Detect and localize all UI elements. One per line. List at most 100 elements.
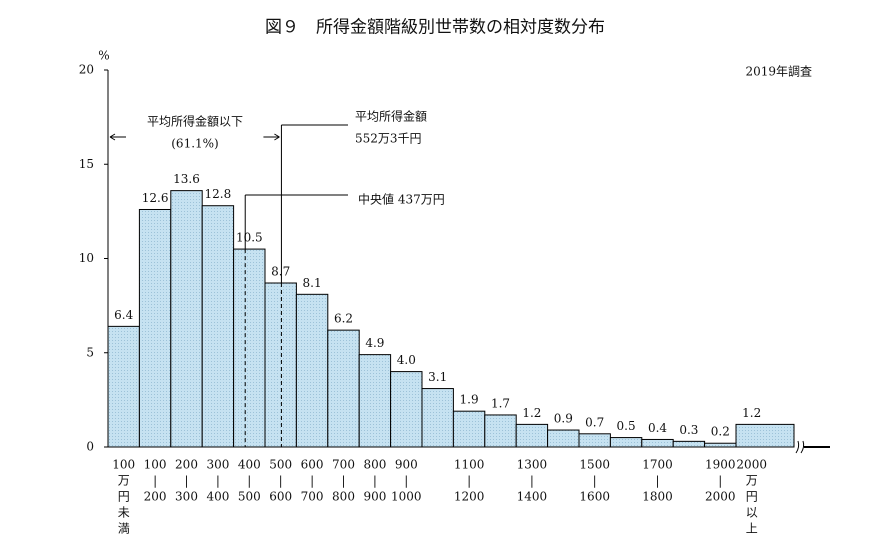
x-tick-label: 500 [238, 490, 261, 504]
x-tick-label: 1400 [517, 490, 548, 504]
annotation: (61.1%) [171, 137, 218, 151]
chart-title: 図９ 所得金額階級別世帯数の相対度数分布 [265, 18, 605, 38]
x-tick-label: 900 [395, 458, 418, 472]
bar [484, 414, 517, 448]
x-tick-label: 200 [144, 490, 167, 504]
value-label: 0.2 [711, 425, 730, 439]
bar [578, 433, 611, 448]
x-tick-label: | [216, 474, 220, 488]
bar [672, 440, 706, 448]
bar [138, 208, 172, 448]
value-label: 4.0 [397, 353, 416, 367]
x-tick-label: 円 [746, 490, 758, 504]
value-label: 8.7 [271, 265, 290, 279]
x-tick-label: 200 [175, 458, 198, 472]
x-tick-label: 500 [269, 458, 292, 472]
annotation: 平均所得金額以下 [147, 114, 243, 129]
y-tick-label: 15 [79, 157, 94, 171]
annotation: 552万3千円 [355, 132, 422, 146]
x-tick-label: | [593, 474, 597, 488]
x-tick-label: | [373, 474, 377, 488]
x-tick-label: 上 [746, 522, 758, 536]
value-label: 12.6 [142, 191, 169, 205]
annotation: 平均所得金額 [355, 109, 427, 124]
x-tick-label: 900 [363, 490, 386, 504]
bar [609, 437, 643, 448]
x-tick-label: | [467, 474, 471, 488]
value-label: 12.8 [205, 187, 232, 201]
value-label: 6.4 [114, 308, 133, 322]
value-label: 1.2 [522, 406, 541, 420]
bar [170, 190, 203, 448]
x-tick-label: 1700 [642, 458, 673, 472]
x-tick-label: | [655, 474, 659, 488]
x-tick-label: 100 [112, 458, 135, 472]
value-label: 1.7 [491, 396, 510, 410]
value-label: 0.3 [679, 423, 698, 437]
value-label: 0.9 [554, 412, 573, 426]
x-tick-label: 600 [269, 490, 292, 504]
x-tick-label: 万 [118, 474, 130, 488]
x-tick-label: 300 [206, 458, 229, 472]
bar [704, 442, 737, 448]
bar [201, 205, 235, 448]
x-tick-label: 1100 [454, 458, 485, 472]
y-tick-label: 10 [79, 251, 94, 265]
x-tick-label: | [718, 474, 722, 488]
x-tick-label: 1800 [642, 490, 673, 504]
x-tick-label: | [341, 474, 345, 488]
x-tick-label: 1000 [391, 490, 422, 504]
bar [735, 423, 795, 448]
x-tick-label: 100 [144, 458, 167, 472]
value-label: 1.9 [460, 393, 479, 407]
x-tick-label: 1900 [705, 458, 736, 472]
x-tick-label: 800 [332, 490, 355, 504]
y-tick-label: 5 [86, 345, 94, 359]
annotation: 中央値 437万円 [358, 192, 445, 207]
x-tick-label: | [153, 474, 157, 488]
x-tick-label: 800 [363, 458, 386, 472]
x-tick-label: 1200 [454, 490, 485, 504]
bar [421, 388, 454, 448]
x-tick-label: 1600 [579, 490, 610, 504]
value-label: 1.2 [742, 406, 761, 420]
value-label: 0.5 [617, 419, 636, 433]
x-tick-label: | [404, 474, 408, 488]
bar [390, 371, 423, 448]
value-label: 4.9 [365, 336, 384, 350]
x-tick-label: 600 [301, 458, 324, 472]
x-tick-label: | [184, 474, 188, 488]
bar [264, 282, 297, 448]
x-tick-label: | [279, 474, 283, 488]
x-tick-label: | [310, 474, 314, 488]
x-tick-label: 未 [118, 506, 130, 520]
x-tick-label: 1500 [579, 458, 610, 472]
bar [295, 293, 329, 448]
arrow [109, 133, 126, 141]
x-tick-label: 700 [301, 490, 324, 504]
bar [547, 429, 580, 448]
bar [233, 248, 266, 448]
value-label: 13.6 [173, 172, 200, 186]
x-tick-label: 2000 [705, 490, 736, 504]
bar [515, 423, 549, 448]
value-label: 10.5 [236, 231, 263, 245]
bar [641, 438, 674, 448]
value-label: 0.7 [585, 415, 604, 429]
value-label: 3.1 [428, 370, 447, 384]
x-tick-label: | [247, 474, 251, 488]
bar [327, 329, 360, 448]
x-tick-label: 以 [746, 506, 758, 520]
y-tick-label: 0 [86, 440, 94, 454]
survey-note: 2019年調査 [745, 65, 812, 79]
bar [452, 410, 486, 448]
bar [358, 354, 392, 448]
x-tick-label: 万 [746, 474, 758, 488]
x-tick-label: 400 [206, 490, 229, 504]
value-label: 0.4 [648, 421, 667, 435]
x-tick-label: 2000 [736, 458, 767, 472]
arrow [263, 133, 280, 141]
value-label: 6.2 [334, 312, 353, 326]
x-tick-label: 700 [332, 458, 355, 472]
